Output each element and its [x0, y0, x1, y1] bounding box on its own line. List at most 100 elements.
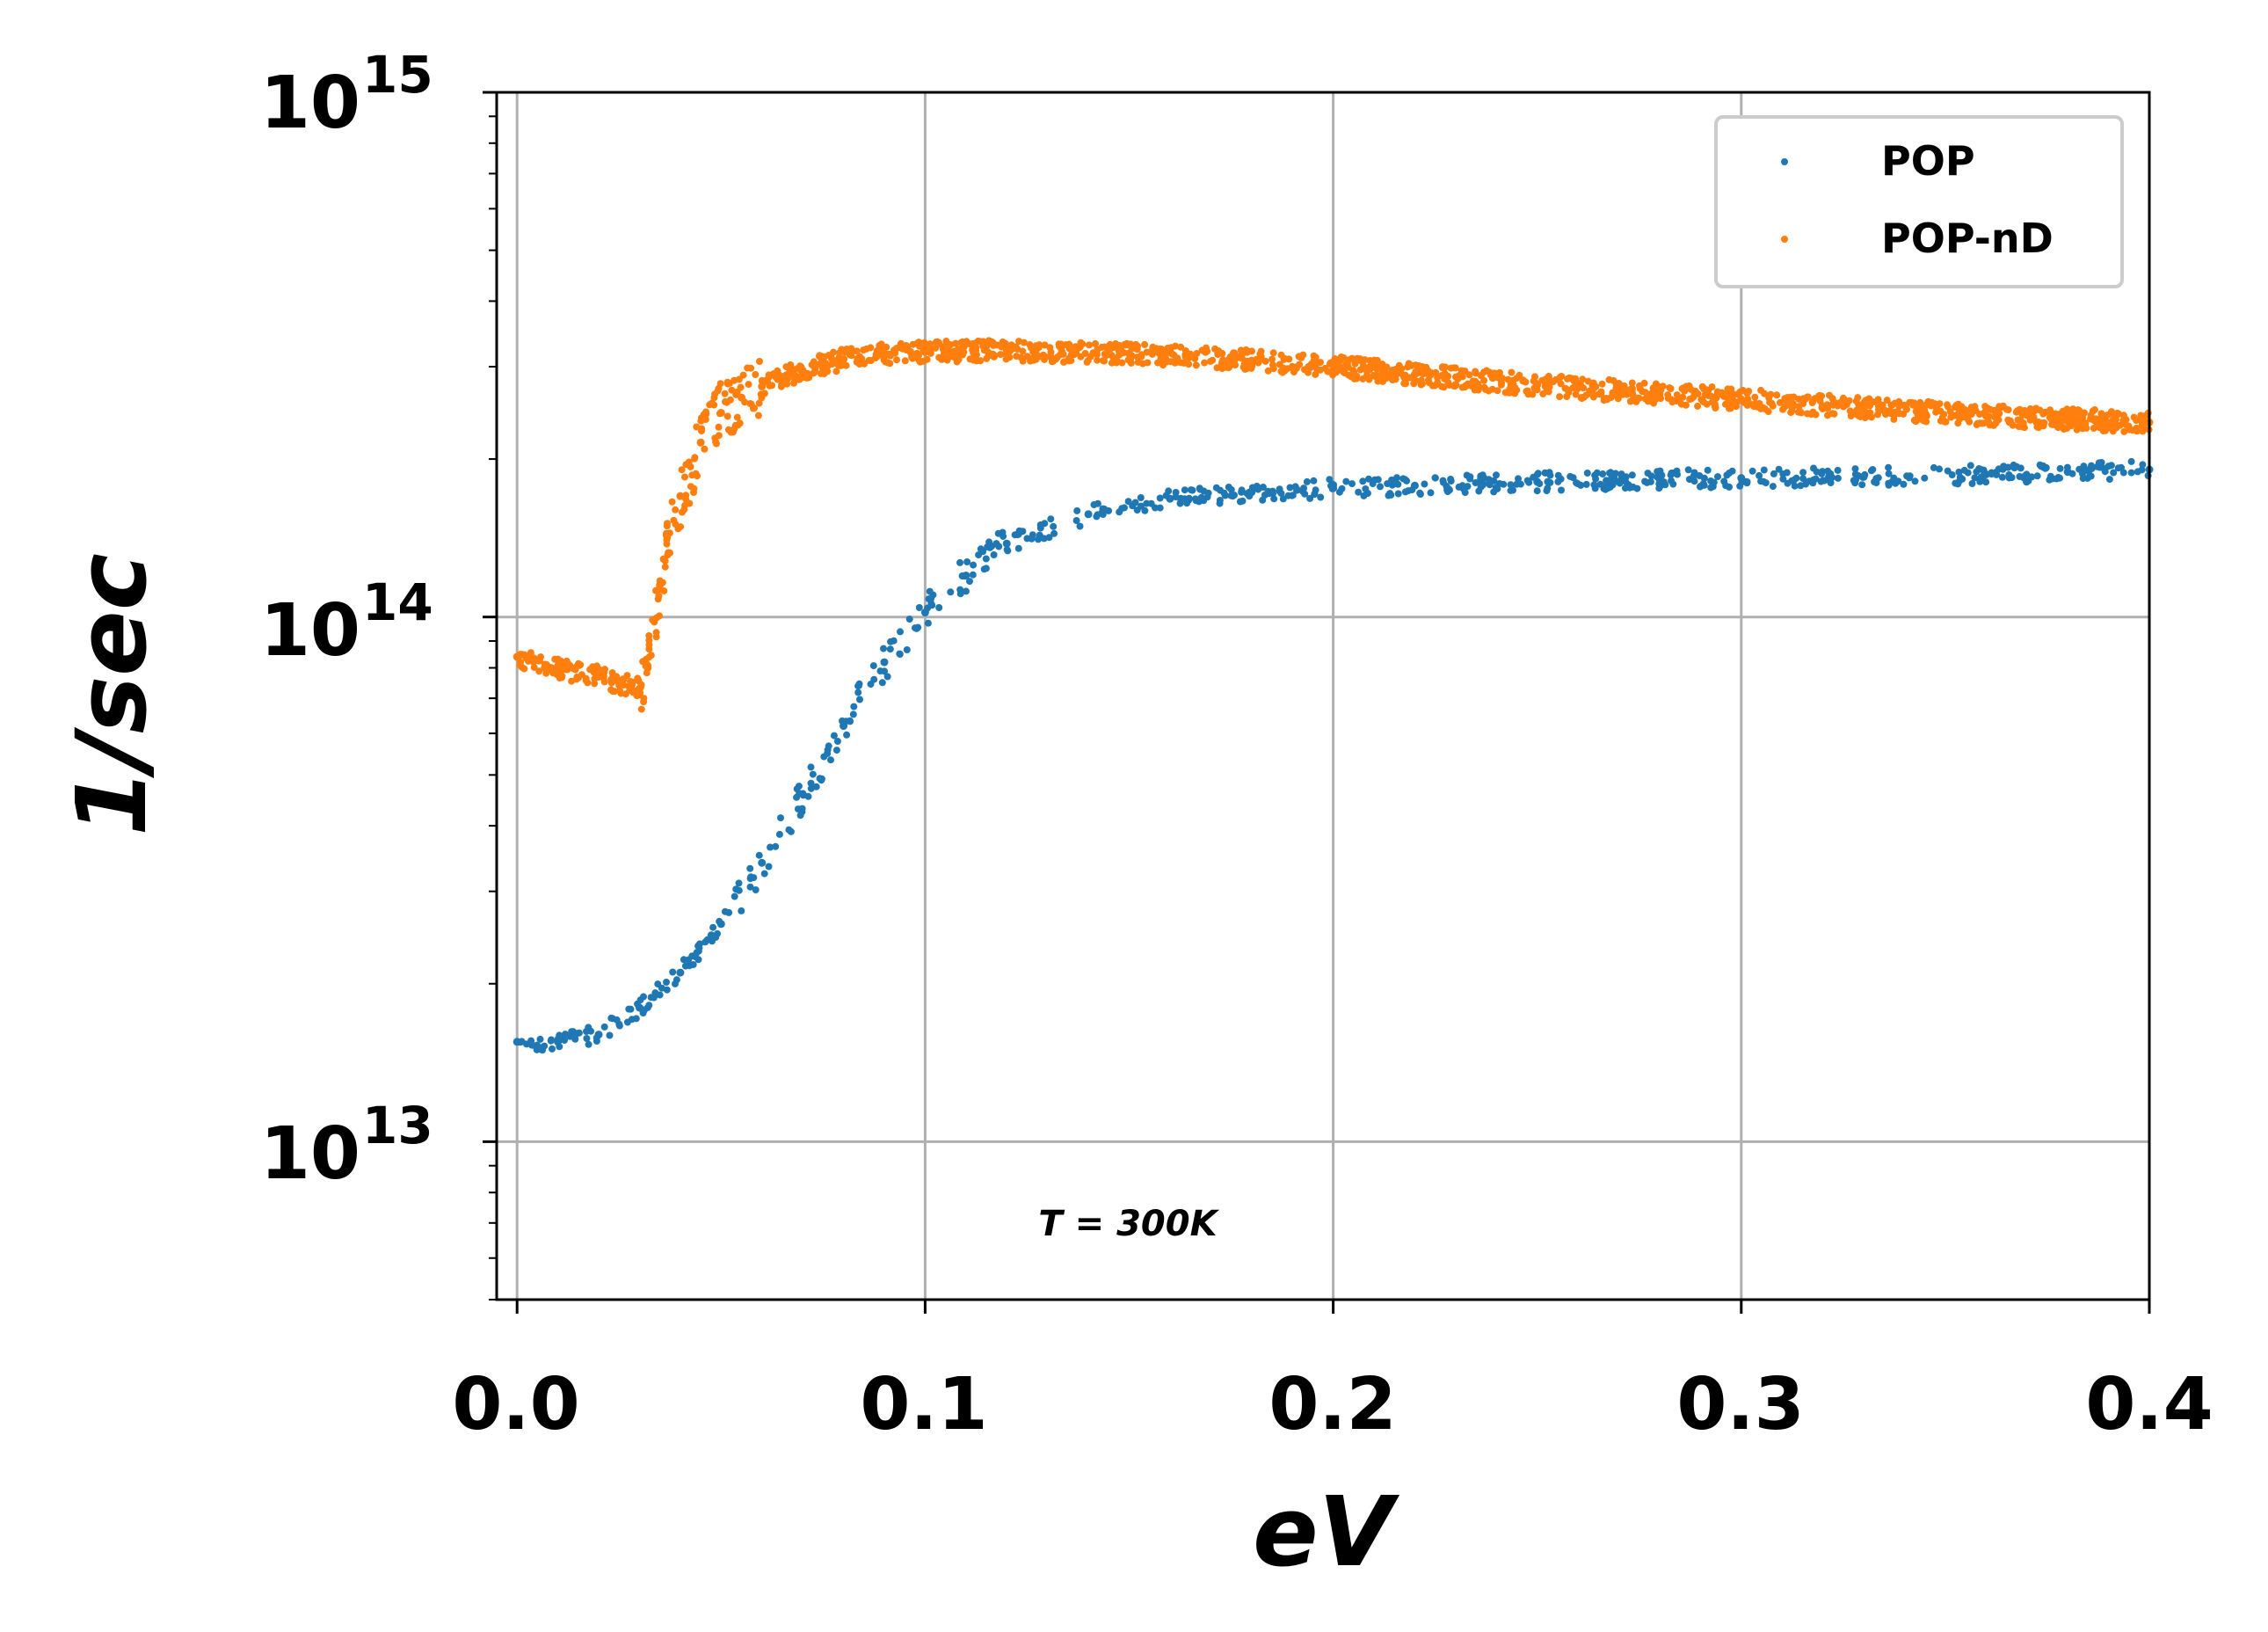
plot-frame	[495, 91, 2151, 1301]
data-point	[655, 586, 663, 594]
data-point	[1365, 475, 1372, 483]
data-point	[1332, 368, 1340, 376]
data-point	[878, 679, 886, 687]
data-point	[1734, 390, 1741, 398]
data-point	[1523, 387, 1531, 395]
data-point	[1093, 351, 1101, 358]
data-point	[1112, 340, 1120, 347]
data-point	[867, 681, 875, 688]
data-point	[2073, 426, 2081, 434]
data-point	[636, 688, 644, 696]
data-point	[530, 664, 538, 671]
data-point	[1757, 386, 1765, 394]
data-point	[1911, 477, 1919, 485]
data-point	[1481, 385, 1489, 393]
y-tick-exponent: 13	[362, 1096, 433, 1155]
data-point	[583, 1035, 591, 1042]
data-point	[1539, 390, 1547, 397]
data-point	[974, 337, 982, 345]
data-point	[1162, 354, 1169, 362]
data-point	[623, 1018, 631, 1026]
data-point	[820, 353, 828, 361]
x-axis-label: eV	[1253, 1475, 1400, 1588]
data-point	[2112, 416, 2119, 424]
y-tick-base: 10	[260, 1112, 360, 1196]
data-point	[1431, 474, 1439, 482]
data-point	[1544, 484, 1552, 492]
data-point	[1975, 411, 1983, 418]
data-point	[790, 379, 797, 387]
data-point	[1076, 522, 1084, 530]
data-point	[2020, 407, 2028, 415]
data-point	[1277, 351, 1285, 359]
data-point	[1220, 489, 1228, 497]
data-point	[1894, 408, 1901, 416]
data-point	[1289, 492, 1297, 499]
data-point	[1699, 398, 1707, 405]
data-point	[970, 561, 978, 569]
data-point	[1790, 393, 1798, 401]
data-point	[824, 750, 832, 757]
data-point	[1270, 495, 1278, 503]
data-point	[676, 492, 685, 500]
data-point	[1303, 477, 1311, 485]
data-point	[606, 1031, 614, 1039]
data-point	[1828, 474, 1836, 481]
data-point	[1361, 356, 1369, 364]
data-point	[1316, 366, 1324, 374]
data-point	[1174, 354, 1181, 362]
data-point	[561, 1037, 569, 1044]
data-point	[1874, 474, 1882, 482]
data-point	[1580, 384, 1588, 392]
data-point	[1363, 371, 1370, 379]
data-point	[920, 339, 928, 346]
data-point	[600, 678, 608, 686]
data-point	[1563, 393, 1571, 400]
data-point	[1960, 466, 1968, 474]
data-point	[966, 340, 974, 348]
data-point	[1092, 339, 1099, 347]
data-point	[1673, 391, 1681, 399]
data-point	[710, 394, 718, 402]
data-point	[629, 688, 636, 696]
data-point	[1575, 379, 1582, 387]
data-point	[1138, 351, 1145, 359]
data-point	[1775, 465, 1783, 473]
data-point	[1670, 397, 1678, 404]
data-point	[982, 346, 990, 353]
data-point	[1400, 379, 1408, 387]
data-point	[1472, 479, 1479, 486]
data-point	[634, 674, 642, 682]
legend-marker-pop-nd	[1781, 236, 1788, 243]
data-point	[2012, 408, 2020, 416]
data-point	[1414, 368, 1422, 376]
data-point	[850, 703, 858, 710]
data-point	[723, 412, 731, 420]
data-point	[638, 1006, 646, 1014]
data-point	[2126, 426, 2134, 434]
data-point	[855, 681, 862, 689]
data-point	[600, 1023, 608, 1031]
data-point	[803, 370, 811, 378]
data-point	[1326, 476, 1334, 484]
data-point	[887, 638, 895, 645]
data-point	[1152, 504, 1159, 512]
data-point	[1131, 499, 1139, 506]
data-point	[1439, 363, 1446, 371]
data-point	[2037, 463, 2045, 470]
data-point	[2127, 469, 2135, 477]
data-point	[1093, 513, 1101, 521]
data-point	[542, 660, 550, 668]
data-point	[1307, 360, 1315, 368]
data-point	[762, 376, 769, 384]
data-point	[1209, 356, 1217, 364]
data-point	[2133, 424, 2141, 432]
data-point	[1090, 501, 1098, 508]
data-point	[959, 351, 967, 359]
data-point	[1162, 492, 1170, 499]
data-point	[584, 679, 592, 687]
data-point	[682, 461, 690, 469]
data-point	[1156, 504, 1164, 512]
data-point	[726, 396, 734, 404]
x-tick-label: 0.1	[860, 1363, 987, 1446]
